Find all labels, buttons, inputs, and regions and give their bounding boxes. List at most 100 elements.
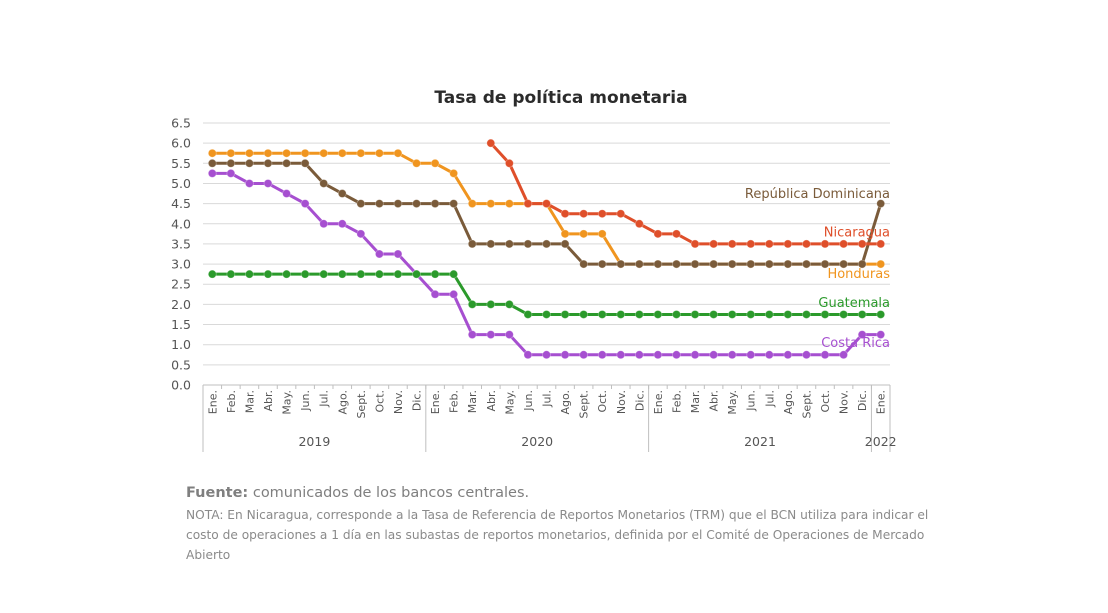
data-point — [579, 310, 589, 319]
y-tick-label: 0.0 — [171, 378, 191, 393]
data-point — [560, 350, 570, 360]
x-tick-label: Ene. — [652, 390, 665, 414]
data-point — [337, 269, 347, 279]
y-axis: 0.0 0.5 1.0 1.5 2.0 2.5 3.0 3.5 4.0 4.5 5.0 5.5 6.0 6… — [171, 116, 191, 393]
y-tick-label: 6.5 — [171, 116, 191, 131]
x-tick-label: Feb. — [225, 390, 238, 413]
data-point — [542, 199, 551, 209]
data-point — [374, 199, 384, 209]
y-tick-label: 0.5 — [171, 357, 191, 372]
data-point — [282, 269, 291, 279]
x-tick-label: Oct. — [819, 390, 832, 413]
data-point — [337, 189, 347, 198]
data-point — [820, 310, 830, 319]
data-point — [207, 168, 217, 178]
x-tick-label: May. — [503, 390, 516, 415]
data-point — [504, 158, 514, 168]
data-point — [634, 350, 644, 360]
y-tick-label: 5.5 — [171, 156, 191, 171]
data-point — [690, 239, 700, 249]
data-point — [597, 209, 607, 219]
x-tick-label: Abr. — [708, 390, 721, 412]
data-point — [560, 239, 570, 249]
data-point — [727, 350, 737, 360]
data-point — [319, 219, 329, 229]
data-point — [356, 148, 366, 158]
x-tick-label: Jul. — [318, 390, 331, 408]
x-tick-label: Nov. — [838, 390, 851, 414]
data-point — [820, 350, 830, 360]
data-point — [412, 199, 421, 209]
series-label: República Dominicana — [745, 187, 890, 202]
data-point — [337, 148, 347, 158]
data-point — [746, 350, 756, 360]
data-point — [579, 209, 589, 219]
data-point — [560, 209, 570, 219]
x-tick-label: Jul. — [541, 390, 554, 408]
data-point — [653, 259, 663, 269]
data-point — [523, 350, 533, 360]
series-group — [207, 138, 886, 360]
data-point — [783, 239, 793, 249]
data-point — [634, 310, 644, 319]
x-tick-label: Sept. — [355, 390, 368, 419]
x-tick-label: Mar. — [243, 390, 256, 413]
x-tick-label: Nov. — [392, 390, 405, 414]
data-point — [207, 269, 217, 279]
data-point — [393, 199, 403, 209]
data-point — [616, 259, 626, 269]
data-point — [449, 168, 459, 178]
data-point — [523, 310, 533, 319]
y-tick-label: 3.5 — [171, 236, 191, 251]
x-tick-label: Jun. — [745, 390, 758, 412]
data-point — [672, 229, 681, 239]
data-point — [319, 269, 329, 279]
data-point — [486, 138, 496, 148]
data-point — [300, 158, 310, 168]
data-point — [226, 168, 236, 178]
series-line — [489, 141, 883, 246]
x-tick-label: May. — [726, 390, 739, 415]
data-point — [393, 249, 403, 259]
data-point — [579, 350, 589, 360]
grid — [203, 122, 890, 386]
x-tick-label: Mar. — [689, 390, 702, 413]
x-tick-label: Ago. — [782, 390, 795, 415]
data-point — [226, 158, 236, 168]
x-tick-label: Oct. — [373, 390, 386, 413]
data-point — [467, 239, 477, 249]
data-point — [245, 148, 254, 158]
data-point — [430, 199, 440, 209]
year-label: 2019 — [298, 434, 330, 449]
x-axis: Ene. Feb. Mar. Abr. May. Jun. Jul. Ago. Sept. Oct… — [202, 385, 897, 452]
data-point — [374, 148, 384, 158]
data-point — [802, 310, 811, 319]
data-point — [245, 269, 254, 279]
data-point — [393, 148, 403, 158]
x-tick-label: Ene. — [875, 390, 888, 414]
year-label: 2022 — [865, 434, 897, 449]
y-tick-label: 5.0 — [171, 176, 191, 191]
x-tick-label: Feb. — [448, 390, 461, 413]
x-tick-label: Jul. — [763, 390, 776, 408]
data-point — [857, 310, 867, 319]
data-point — [709, 259, 719, 269]
data-point — [504, 239, 514, 249]
data-point — [839, 310, 848, 319]
x-tick-label: Sept. — [578, 390, 591, 419]
y-tick-label: 2.5 — [171, 277, 191, 292]
series-labels: Honduras República Dominicana Costa Rica Gu… — [745, 187, 890, 351]
source-label: Fuente: — [186, 485, 249, 501]
data-point — [245, 179, 254, 188]
data-point — [783, 259, 793, 269]
data-point — [449, 289, 459, 299]
data-point — [802, 350, 811, 360]
data-point — [597, 259, 607, 269]
data-point — [634, 219, 644, 229]
data-point — [672, 310, 681, 319]
data-point — [374, 249, 384, 259]
data-point — [857, 259, 867, 269]
data-point — [504, 299, 514, 309]
data-point — [486, 330, 496, 340]
data-point — [709, 350, 719, 360]
